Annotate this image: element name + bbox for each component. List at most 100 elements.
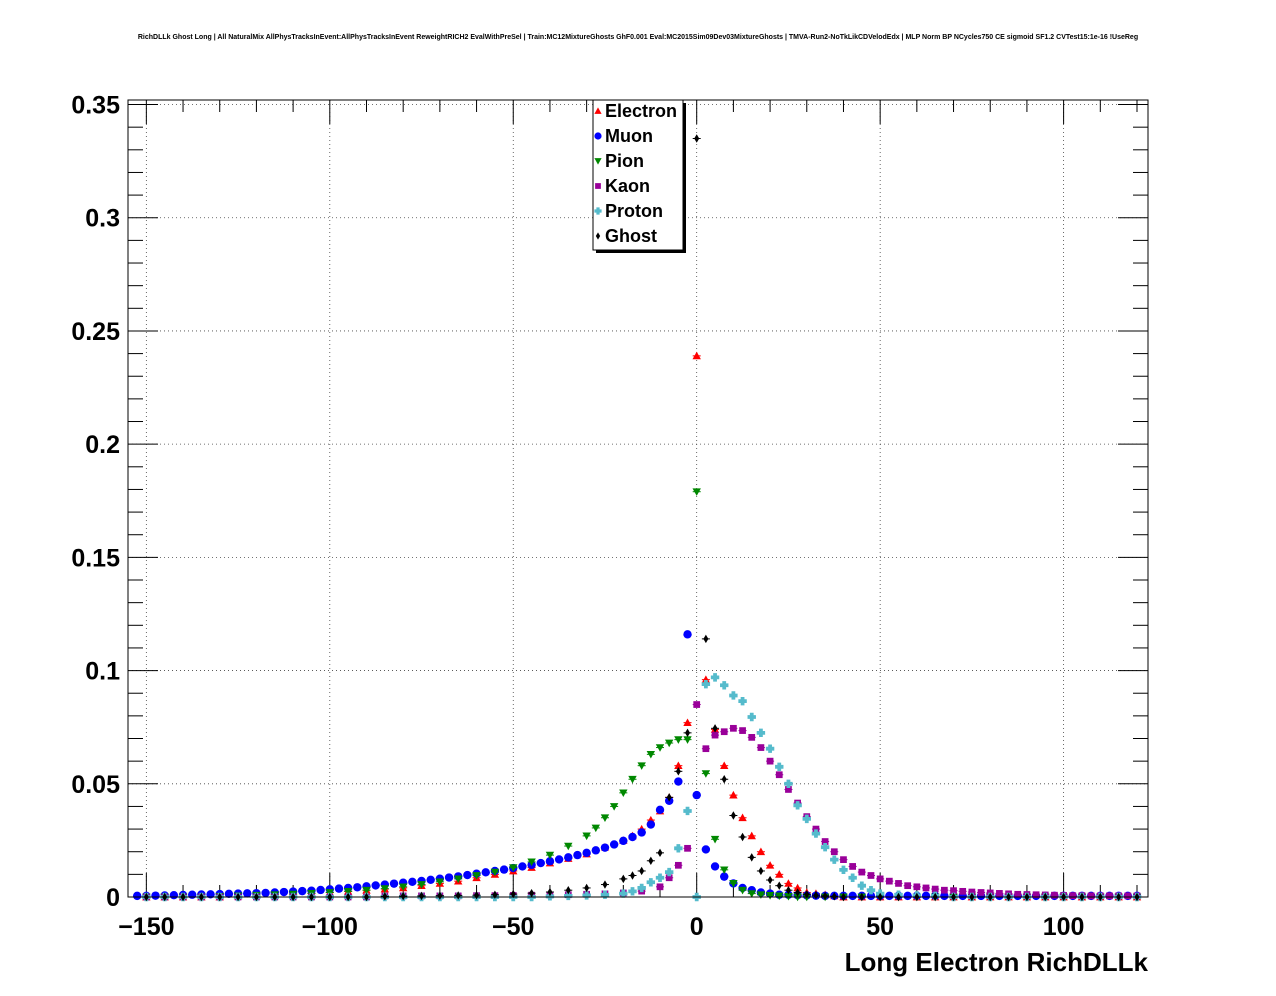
- proton-point: [811, 829, 821, 838]
- muon-point: [316, 885, 325, 895]
- kaon-point: [968, 888, 976, 896]
- muon-point: [582, 848, 591, 858]
- ghost-point: [730, 811, 736, 820]
- y-tick-label: 0.35: [71, 92, 120, 120]
- pion-point: [600, 814, 610, 822]
- proton-point: [756, 728, 766, 738]
- kaon-point: [876, 875, 884, 883]
- proton-point: [784, 779, 793, 788]
- muon-point: [188, 890, 197, 899]
- muon-point: [132, 891, 142, 901]
- muon-point: [903, 891, 912, 901]
- x-tick-label: 0: [690, 913, 704, 941]
- muon-point: [655, 805, 665, 815]
- muon-point: [701, 845, 711, 854]
- kaon-point: [1069, 892, 1077, 900]
- pion-point: [637, 762, 646, 770]
- pion-point: [646, 750, 656, 759]
- ghost-point: [437, 891, 443, 900]
- kaon-point: [1014, 890, 1022, 898]
- muon-point: [261, 888, 270, 898]
- muon-point: [389, 879, 399, 888]
- pion-point: [582, 832, 591, 841]
- proton-point: [545, 892, 555, 901]
- pion-point: [775, 892, 784, 901]
- muon-point: [628, 832, 637, 842]
- legend-marker-ghost: [595, 232, 601, 240]
- electron-point: [756, 847, 766, 856]
- muon-point: [243, 889, 252, 898]
- kaon-point: [702, 745, 710, 753]
- legend-label-pion: Pion: [605, 151, 644, 171]
- y-tick-label: 0.1: [85, 658, 120, 686]
- ghost-point: [629, 871, 636, 880]
- muon-point: [151, 891, 160, 900]
- kaon-point: [674, 861, 682, 869]
- electron-point: [729, 790, 738, 799]
- ghost-point: [776, 881, 782, 890]
- proton-point: [619, 889, 628, 898]
- kaon-point: [766, 757, 774, 765]
- pion-point: [628, 775, 637, 784]
- kaon-point: [931, 885, 939, 893]
- kaon-point: [1087, 892, 1095, 900]
- legend-label-electron: Electron: [605, 101, 677, 121]
- legend-label-muon: Muon: [605, 126, 653, 146]
- pion-point: [655, 744, 665, 752]
- muon-point: [674, 777, 683, 786]
- muon-point: [591, 846, 601, 855]
- muon-point: [692, 790, 701, 800]
- ghost-point: [758, 866, 764, 876]
- kaon-point: [1124, 892, 1132, 900]
- legend-marker-kaon: [595, 183, 601, 189]
- kaon-point: [996, 890, 1003, 897]
- ghost-point: [675, 767, 681, 776]
- kaon-point: [656, 883, 664, 891]
- kaon-point: [1106, 892, 1113, 900]
- pion-point: [692, 488, 701, 496]
- proton-point: [564, 891, 573, 901]
- ghost-point: [740, 832, 746, 842]
- ghost-point: [785, 886, 791, 895]
- pion-point: [765, 892, 775, 900]
- ghost-point: [795, 888, 801, 897]
- kaon-point: [830, 848, 838, 856]
- kaon-point: [867, 872, 875, 879]
- proton-point: [765, 744, 775, 753]
- kaon-point: [711, 731, 719, 739]
- proton-point: [582, 891, 591, 900]
- y-tick-label: 0.15: [71, 544, 120, 572]
- proton-point: [655, 873, 665, 882]
- muon-point: [866, 891, 876, 901]
- ghost-point: [492, 890, 498, 899]
- ghost-point: [749, 853, 755, 862]
- ghost-point: [455, 891, 461, 900]
- muon-point: [463, 870, 472, 880]
- legend-box: [592, 99, 684, 251]
- muon-point: [619, 836, 628, 846]
- kaon-point: [665, 874, 673, 882]
- electron-point: [738, 813, 747, 822]
- electron-series: [142, 351, 1142, 901]
- legend-label-ghost: Ghost: [605, 226, 657, 246]
- pion-point: [664, 739, 674, 748]
- y-tick-label: 0.05: [71, 771, 120, 799]
- chart-title: RichDLLk Ghost Long | All NaturalMix All…: [137, 34, 1139, 41]
- ghost-point: [831, 892, 837, 901]
- kaon-point: [849, 863, 857, 870]
- pion-point: [417, 881, 426, 889]
- ghost-point: [584, 883, 590, 893]
- electron-point: [765, 861, 775, 869]
- ghost-point: [547, 887, 553, 897]
- kaon-point: [950, 887, 957, 895]
- pion-series: [142, 488, 1142, 902]
- muon-point: [334, 884, 344, 893]
- ghost-point: [685, 728, 691, 738]
- kaon-point: [977, 889, 985, 896]
- y-tick-label: 0.25: [71, 318, 120, 346]
- ghost-point: [666, 793, 672, 802]
- muon-point: [573, 850, 582, 860]
- tick-labels: −150 −100 −50 0 50 100 0 0.05 0.1 0.15 0.2 0.25 0.3 0…: [71, 92, 1084, 941]
- kaon-point: [885, 877, 893, 885]
